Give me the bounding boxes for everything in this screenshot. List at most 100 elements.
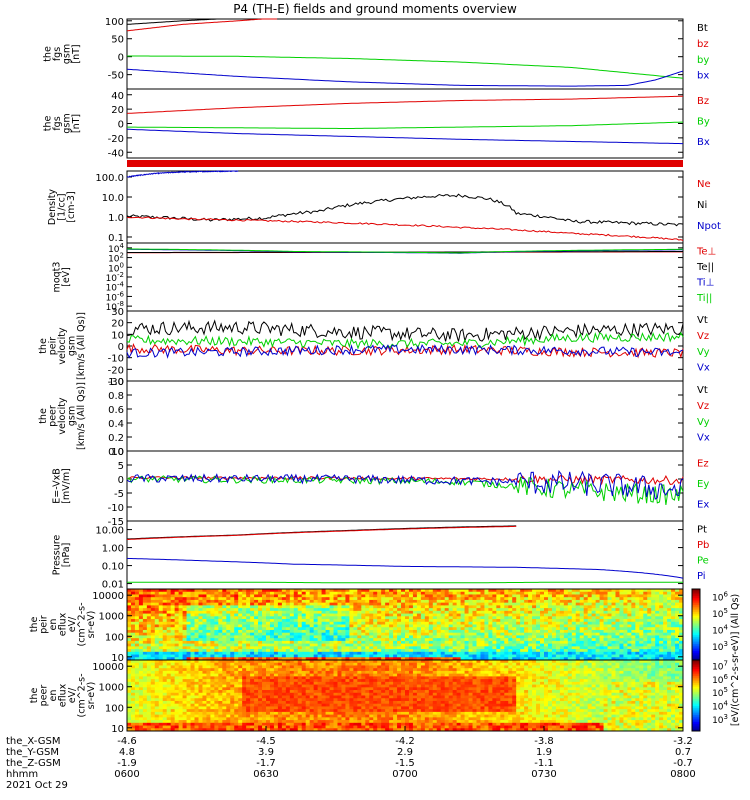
- heatmap-cell: [158, 668, 164, 672]
- heatmap-cell: [178, 621, 184, 625]
- heatmap-cell: [408, 597, 414, 601]
- heatmap-cell: [285, 651, 291, 656]
- heatmap-cell: [329, 594, 335, 598]
- heatmap-cell: [202, 692, 207, 696]
- heatmap-cell: [246, 651, 251, 656]
- heatmap-cell: [254, 610, 259, 615]
- heatmap-cell: [436, 646, 442, 650]
- heatmap-cell: [345, 643, 350, 647]
- heatmap-cell: [428, 591, 434, 595]
- heatmap-cell: [484, 643, 489, 647]
- heatmap-cell: [615, 629, 620, 634]
- heatmap-cell: [524, 657, 529, 661]
- heatmap-cell: [599, 627, 605, 631]
- heatmap-cell: [182, 654, 188, 658]
- heatmap-cell: [266, 619, 271, 623]
- heatmap-cell: [516, 643, 521, 647]
- heatmap-cell: [281, 632, 287, 636]
- heatmap-cell: [643, 621, 648, 625]
- heatmap-cell: [273, 679, 279, 683]
- heatmap-cell: [154, 684, 160, 688]
- heatmap-cell: [349, 657, 354, 661]
- heatmap-cell: [202, 599, 207, 604]
- heatmap-cell: [214, 654, 219, 658]
- heatmap-cell: [234, 673, 239, 677]
- heatmap-cell: [599, 632, 605, 636]
- heatmap-cell: [146, 629, 152, 634]
- heatmap-cell: [250, 662, 255, 666]
- heatmap-cell: [444, 619, 450, 623]
- heatmap-cell: [639, 608, 644, 612]
- y-tick-label: 1.0: [108, 213, 124, 224]
- heatmap-cell: [603, 649, 609, 653]
- y-axis-label: peir: [48, 337, 59, 356]
- heatmap-cell: [194, 698, 199, 702]
- heatmap-cell: [250, 629, 255, 634]
- heatmap-cell: [408, 654, 414, 658]
- heatmap-cell: [595, 589, 601, 593]
- heatmap-cell: [540, 627, 545, 631]
- heatmap-cell: [603, 602, 609, 606]
- heatmap-cell: [397, 597, 402, 601]
- heatmap-cell: [158, 654, 164, 658]
- heatmap-cell: [210, 676, 215, 680]
- heatmap-cell: [460, 654, 466, 658]
- heatmap-cell: [158, 599, 164, 604]
- heatmap-cell: [436, 608, 442, 612]
- heatmap-cell: [508, 599, 513, 604]
- heatmap-cell: [162, 660, 168, 664]
- heatmap-cell: [444, 654, 450, 658]
- heatmap-cell: [230, 597, 235, 601]
- heatmap-cell: [293, 668, 299, 672]
- heatmap-cell: [357, 599, 362, 604]
- heatmap-cell: [206, 629, 211, 634]
- heatmap-cell: [555, 624, 561, 628]
- heatmap-cell: [408, 649, 414, 653]
- heatmap-cell: [444, 599, 450, 604]
- heatmap-cell: [559, 610, 565, 615]
- heatmap-cell: [134, 690, 140, 694]
- series-By: [127, 121, 683, 129]
- heatmap-cell: [262, 676, 267, 680]
- heatmap-cell: [337, 610, 342, 615]
- heatmap-cell: [528, 602, 533, 606]
- heatmap-cell: [623, 627, 628, 631]
- y-tick-label: 10-8: [106, 300, 124, 313]
- heatmap-cell: [230, 706, 235, 710]
- heatmap-cell: [512, 646, 517, 650]
- heatmap-cell: [436, 657, 442, 661]
- heatmap-cell: [142, 613, 148, 617]
- heatmap-cell: [277, 591, 283, 595]
- heatmap-cell: [508, 627, 513, 631]
- heatmap-cell: [127, 632, 132, 636]
- heatmap-cell: [647, 651, 652, 656]
- heatmap-cell: [242, 638, 247, 642]
- heatmap-cell: [186, 695, 192, 699]
- heatmap-cell: [587, 613, 593, 617]
- heatmap-cell: [643, 610, 648, 615]
- heatmap-cell: [166, 711, 172, 716]
- heatmap-cell: [130, 720, 136, 724]
- heatmap-cell: [262, 662, 267, 666]
- heatmap-cell: [277, 722, 283, 727]
- heatmap-cell: [174, 646, 180, 650]
- heatmap-cell: [262, 610, 267, 615]
- heatmap-cell: [492, 599, 497, 604]
- heatmap-cell: [138, 649, 144, 653]
- heatmap-cell: [679, 613, 684, 617]
- heatmap-cell: [329, 624, 335, 628]
- heatmap-cell: [297, 635, 303, 639]
- heatmap-cell: [547, 624, 553, 628]
- heatmap-cell: [623, 654, 628, 658]
- heatmap-cell: [273, 640, 279, 645]
- heatmap-cell: [218, 709, 223, 713]
- heatmap-cell: [162, 698, 168, 702]
- heatmap-cell: [428, 605, 434, 609]
- heatmap-cell: [254, 728, 259, 732]
- heatmap-cell: [222, 698, 227, 702]
- heatmap-cell: [452, 608, 458, 612]
- heatmap-cell: [146, 646, 152, 650]
- heatmap-cell: [297, 591, 303, 595]
- heatmap-cell: [190, 589, 196, 593]
- heatmap-cell: [365, 629, 370, 634]
